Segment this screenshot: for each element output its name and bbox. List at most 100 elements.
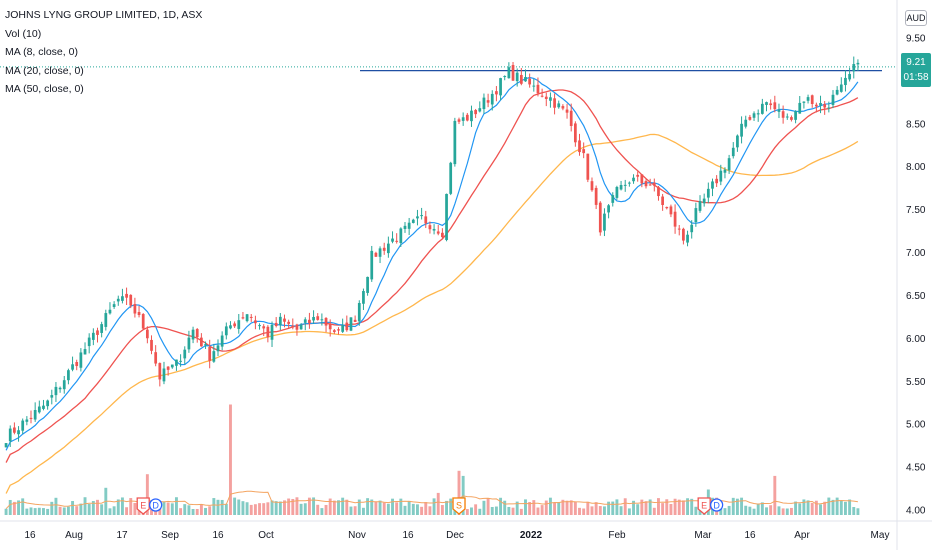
volume-bar [87,504,91,515]
volume-bar [170,503,174,515]
candle-body [752,113,756,118]
volume-bar [478,508,482,515]
volume-bar [395,502,399,515]
candle-body [677,228,681,230]
dividend-marker[interactable]: D [149,498,163,512]
candle-body [220,335,224,347]
volume-bar [561,499,565,515]
volume-bar [91,501,95,515]
volume-bar [445,500,448,515]
candle-body [303,319,307,323]
volume-bar [819,504,822,515]
candle-body [557,103,561,108]
volume-bar [669,503,673,515]
earnings-marker[interactable]: E [697,497,711,515]
volume-bar [474,504,478,515]
candle-body [50,395,54,398]
candle-body [794,111,797,120]
volume-bar [756,503,760,515]
volume-bar [528,502,532,515]
volume-bar [519,508,523,515]
candle-body [615,187,619,198]
volume-bar [544,500,548,515]
volume-bar [424,502,428,515]
volume-bar [578,507,581,515]
candle-body [145,329,149,339]
dividend-marker[interactable]: D [709,498,724,512]
candle-body [83,349,87,355]
candles [4,56,860,448]
candle-body [744,119,748,127]
volume-bar [249,504,253,515]
volume-bar [823,501,827,515]
candle-body [75,362,79,367]
volume-bar [303,503,307,515]
volume-bar [199,504,203,515]
candle-body [715,178,719,184]
legend-ma20: MA (20, close, 0) [5,64,84,77]
candle-body [37,406,41,413]
volume-bar [748,506,752,515]
candle-body [337,329,340,331]
candle-body [644,181,648,187]
candle-body [532,85,536,87]
candle-body [569,110,573,126]
y-tick-label: 6.00 [906,334,926,345]
y-tick-label: 8.00 [906,162,926,173]
candle-body [13,427,16,433]
volume-bar [420,506,424,515]
volume-bar [532,500,536,515]
split-marker[interactable]: S [452,497,466,515]
volume-bar [440,505,444,515]
x-tick-label: May [871,530,890,541]
x-tick-label: Feb [608,530,626,541]
candle-body [287,321,291,324]
candle-body [411,219,415,223]
volume-bar [835,497,839,515]
volume-bar [62,507,66,515]
candle-body [25,419,29,422]
volume-bar [42,508,45,515]
candle-body [490,93,494,105]
volume-bar [183,504,187,515]
y-tick-label: 7.00 [906,248,926,259]
candle-body [200,337,203,347]
volume-bar [241,501,245,515]
candle-body [669,206,673,215]
candle-body [299,324,303,330]
volume-bar [740,497,744,515]
candle-body [320,319,324,321]
candle-body [777,109,781,112]
volume-bar [765,507,768,515]
volume-bar [283,500,286,515]
y-tick-label: 8.50 [906,119,926,130]
candle-body [586,153,590,180]
volume-bar [565,500,569,515]
volume-bar [777,506,781,515]
candle-body [790,117,793,120]
event-marker-label: D [152,501,159,511]
candle-body [470,110,473,122]
volume-bar [503,500,507,515]
currency-badge[interactable]: AUD [905,10,927,26]
volume-bar [619,506,623,515]
candle-body [166,366,170,370]
candle-body [116,298,120,302]
candle-body [191,329,195,340]
volume-bar [814,500,818,515]
volume-bar [58,506,62,515]
candle-body [486,100,490,103]
volume-bar [357,499,361,515]
earnings-marker[interactable]: E [136,497,150,515]
candle-body [4,443,8,448]
volume-bar [524,499,527,515]
candle-body [308,319,311,324]
candle-body [785,116,789,118]
candle-body [657,187,660,197]
x-tick-label: Oct [258,530,274,541]
volume-bar [307,497,311,515]
volume-bar [686,498,690,515]
candle-body [241,317,245,319]
candle-body [839,84,843,92]
